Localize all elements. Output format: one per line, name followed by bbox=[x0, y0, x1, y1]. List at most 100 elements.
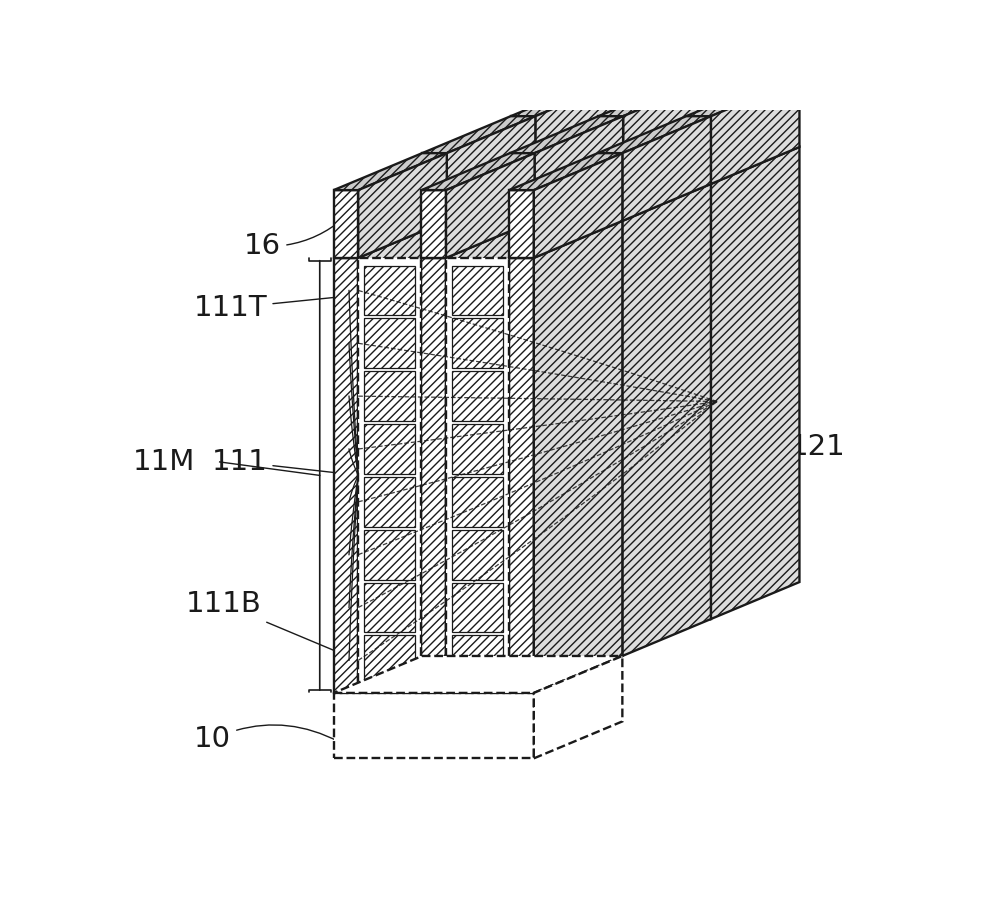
Bar bbox=[630, 403, 680, 453]
Polygon shape bbox=[447, 184, 535, 656]
Polygon shape bbox=[687, 79, 799, 116]
Bar bbox=[630, 192, 680, 241]
Bar bbox=[364, 477, 415, 526]
Polygon shape bbox=[421, 258, 446, 693]
Bar bbox=[630, 561, 680, 612]
Text: 11M: 11M bbox=[133, 447, 195, 476]
Bar bbox=[453, 599, 504, 648]
Polygon shape bbox=[534, 656, 623, 758]
Polygon shape bbox=[421, 153, 535, 190]
Polygon shape bbox=[687, 116, 711, 184]
Bar bbox=[542, 245, 593, 294]
Polygon shape bbox=[333, 153, 447, 190]
Polygon shape bbox=[447, 116, 535, 221]
Bar bbox=[542, 192, 593, 241]
Bar bbox=[452, 266, 503, 315]
Bar bbox=[541, 387, 592, 436]
Bar bbox=[541, 546, 592, 595]
Polygon shape bbox=[333, 258, 358, 693]
Text: 111B: 111B bbox=[186, 591, 357, 660]
Polygon shape bbox=[599, 147, 712, 184]
Bar bbox=[453, 228, 504, 279]
Bar bbox=[452, 530, 503, 580]
Bar bbox=[542, 561, 593, 612]
Bar bbox=[542, 350, 593, 400]
Text: 121: 121 bbox=[789, 433, 845, 460]
Bar bbox=[453, 492, 504, 543]
Polygon shape bbox=[711, 147, 799, 619]
Polygon shape bbox=[535, 221, 598, 656]
Polygon shape bbox=[510, 116, 623, 153]
Polygon shape bbox=[687, 147, 799, 184]
Bar bbox=[630, 297, 680, 348]
Polygon shape bbox=[599, 79, 712, 116]
Polygon shape bbox=[421, 190, 446, 258]
Bar bbox=[452, 582, 503, 633]
Bar bbox=[452, 477, 503, 526]
Polygon shape bbox=[447, 221, 510, 656]
Bar bbox=[364, 635, 415, 685]
Polygon shape bbox=[358, 258, 421, 693]
Polygon shape bbox=[599, 116, 623, 184]
Polygon shape bbox=[358, 153, 447, 258]
Bar bbox=[452, 318, 503, 369]
Bar bbox=[541, 492, 592, 543]
Bar bbox=[453, 440, 504, 490]
Bar bbox=[452, 635, 503, 685]
Bar bbox=[364, 582, 415, 633]
Polygon shape bbox=[598, 153, 623, 221]
Polygon shape bbox=[623, 116, 711, 221]
Bar bbox=[542, 456, 593, 505]
Polygon shape bbox=[511, 116, 535, 184]
Polygon shape bbox=[510, 184, 623, 221]
Polygon shape bbox=[535, 116, 623, 221]
Polygon shape bbox=[509, 221, 623, 258]
Polygon shape bbox=[333, 190, 358, 258]
Polygon shape bbox=[535, 184, 623, 656]
Polygon shape bbox=[510, 153, 535, 221]
Polygon shape bbox=[687, 184, 711, 619]
Bar bbox=[630, 245, 680, 294]
Bar bbox=[541, 440, 592, 490]
Polygon shape bbox=[333, 656, 623, 693]
Text: 111T: 111T bbox=[194, 294, 357, 322]
Polygon shape bbox=[623, 184, 711, 656]
Polygon shape bbox=[422, 153, 447, 221]
Bar bbox=[541, 282, 592, 331]
Polygon shape bbox=[598, 184, 711, 221]
Polygon shape bbox=[535, 147, 624, 619]
Polygon shape bbox=[535, 184, 599, 619]
Bar bbox=[453, 335, 504, 384]
Polygon shape bbox=[510, 221, 535, 656]
Polygon shape bbox=[446, 153, 535, 258]
Polygon shape bbox=[511, 147, 624, 184]
Bar bbox=[453, 387, 504, 436]
Polygon shape bbox=[599, 184, 623, 619]
Text: 10: 10 bbox=[195, 725, 339, 753]
Polygon shape bbox=[446, 258, 509, 693]
Text: 111: 111 bbox=[212, 447, 357, 476]
Polygon shape bbox=[422, 116, 535, 153]
Bar bbox=[364, 318, 415, 369]
Bar bbox=[453, 546, 504, 595]
Polygon shape bbox=[333, 693, 534, 758]
Polygon shape bbox=[333, 221, 447, 258]
Polygon shape bbox=[534, 153, 623, 258]
Polygon shape bbox=[421, 221, 535, 258]
Bar bbox=[630, 456, 680, 505]
Bar bbox=[452, 424, 503, 474]
Bar bbox=[542, 403, 593, 453]
Polygon shape bbox=[446, 221, 535, 693]
Bar bbox=[542, 509, 593, 558]
Polygon shape bbox=[598, 221, 623, 656]
Bar bbox=[364, 371, 415, 421]
Bar bbox=[364, 530, 415, 580]
Polygon shape bbox=[623, 79, 712, 184]
Polygon shape bbox=[509, 153, 623, 190]
Text: 16: 16 bbox=[245, 218, 344, 260]
Polygon shape bbox=[511, 79, 624, 116]
Bar bbox=[452, 371, 503, 421]
Polygon shape bbox=[422, 184, 535, 221]
Polygon shape bbox=[509, 190, 534, 258]
Polygon shape bbox=[422, 221, 447, 656]
